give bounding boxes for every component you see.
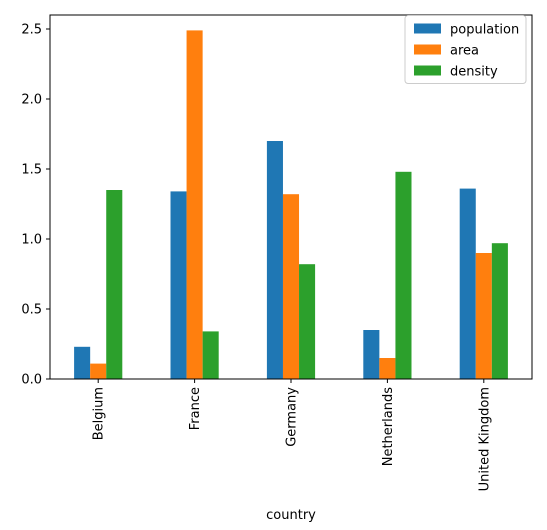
x-tick-label: Netherlands	[381, 387, 396, 466]
bar-density-united-kingdom	[491, 243, 508, 379]
y-tick-label: 1.5	[21, 163, 42, 178]
bar-area-france	[186, 30, 203, 380]
y-tick-label: 0.5	[21, 303, 42, 318]
bar-population-france	[170, 191, 187, 379]
legend-label-population: population	[450, 23, 519, 38]
legend-label-density: density	[450, 65, 498, 80]
x-tick-label: United Kingdom	[477, 387, 492, 491]
bar-area-belgium	[90, 363, 107, 379]
y-tick-label: 2.5	[21, 23, 42, 38]
legend-swatch-area	[414, 44, 441, 55]
x-axis-label: country	[266, 508, 316, 523]
legend-label-area: area	[450, 44, 479, 59]
legend: population area density	[404, 15, 527, 84]
x-axis: Belgium France Germany Netherlands United Ki…	[92, 379, 492, 491]
bars-group	[74, 30, 508, 380]
bar-population-netherlands	[363, 330, 380, 379]
bar-population-belgium	[74, 346, 91, 379]
x-tick-label: Germany	[285, 387, 300, 447]
y-tick-label: 2.0	[21, 93, 42, 108]
bar-population-united-kingdom	[459, 188, 476, 379]
bar-population-germany	[266, 141, 283, 379]
x-tick-label: France	[188, 387, 203, 430]
y-tick-label: 1.0	[21, 233, 42, 248]
bar-area-united-kingdom	[475, 253, 492, 379]
bar-density-belgium	[106, 190, 123, 379]
legend-swatch-density	[414, 65, 441, 76]
legend-swatch-population	[414, 23, 441, 34]
x-tick-label: Belgium	[92, 387, 107, 440]
y-axis: 0.0 0.5 1.0 1.5 2.0 2.5	[21, 23, 50, 388]
bar-area-netherlands	[379, 358, 396, 379]
y-tick-label: 0.0	[21, 373, 42, 388]
bar-area-germany	[282, 194, 300, 379]
bar-density-germany	[299, 264, 316, 379]
bar-density-france	[202, 331, 219, 379]
bar-density-netherlands	[395, 171, 412, 379]
